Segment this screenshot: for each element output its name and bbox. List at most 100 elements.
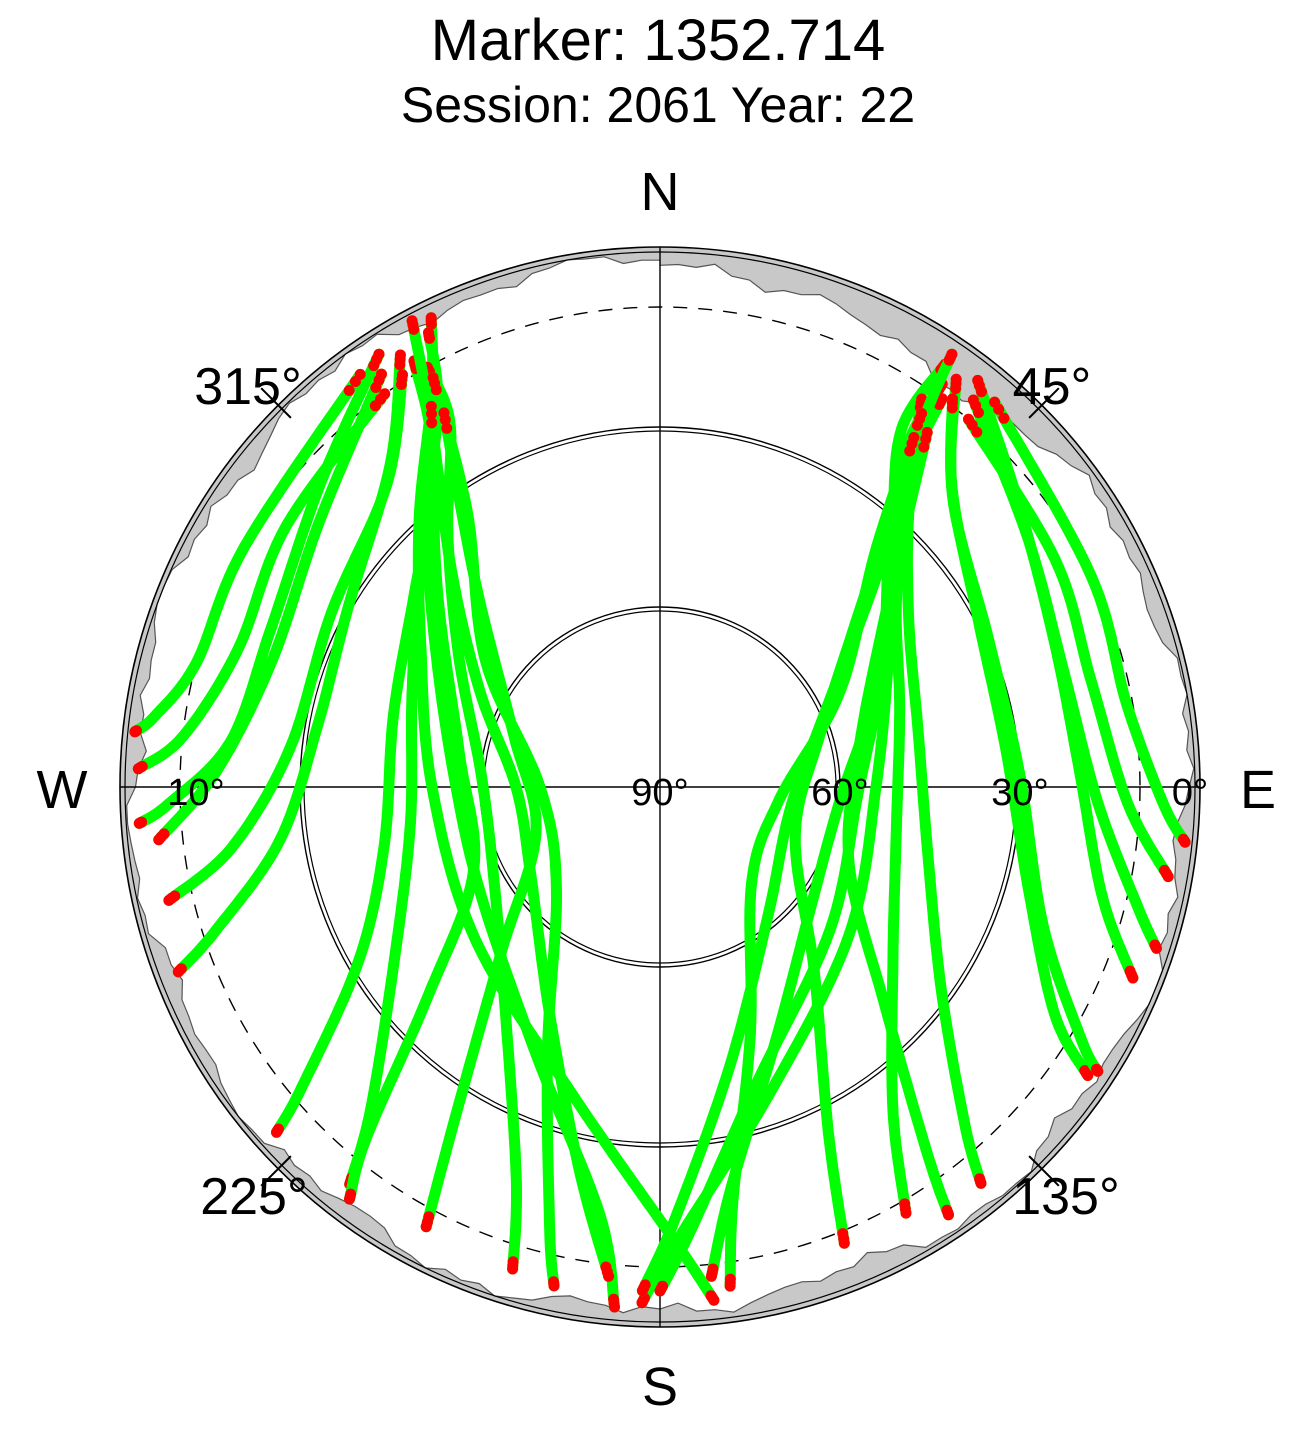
low-elevation-point — [950, 383, 962, 395]
track-line — [153, 368, 387, 846]
low-elevation-point — [425, 318, 437, 330]
satellite-track — [344, 400, 481, 1205]
satellite-track — [153, 368, 387, 846]
low-elevation-point — [507, 1263, 519, 1275]
azimuth-tick — [1028, 1155, 1060, 1187]
satellite-track — [163, 369, 408, 906]
low-elevation-point — [943, 1209, 954, 1221]
track-line — [789, 432, 920, 1249]
low-elevation-point — [973, 407, 984, 419]
compass-north: N — [641, 162, 680, 222]
azimuth-label: 315° — [194, 358, 302, 416]
low-elevation-point — [636, 1297, 648, 1309]
low-elevation-point — [548, 1280, 560, 1292]
track-line — [129, 368, 366, 738]
satellite-track — [129, 368, 366, 738]
track-line — [989, 396, 1191, 848]
low-elevation-point — [1082, 1070, 1094, 1081]
low-elevation-point — [946, 402, 958, 414]
low-elevation-point — [395, 379, 407, 390]
satellite-track — [789, 432, 920, 1249]
satellite-tracks — [129, 312, 1191, 1313]
azimuth-label: 45° — [1013, 358, 1092, 416]
low-elevation-point — [971, 426, 983, 438]
low-elevation-point — [344, 1193, 355, 1205]
satellite-track — [967, 394, 1162, 954]
low-elevation-point — [368, 360, 380, 372]
low-elevation-point — [369, 400, 381, 412]
compass-south: S — [642, 1357, 678, 1417]
elevation-label: 90° — [631, 772, 688, 814]
compass-west: W — [37, 760, 88, 820]
low-elevation-point — [609, 1301, 620, 1313]
azimuth-tick — [1028, 387, 1060, 419]
low-elevation-point — [705, 1270, 717, 1282]
track-line — [945, 393, 1104, 1077]
low-elevation-point — [603, 1270, 615, 1282]
track-line — [420, 407, 542, 1233]
low-elevation-point — [430, 384, 442, 396]
low-elevation-point — [271, 1126, 282, 1138]
low-elevation-point — [1092, 1065, 1104, 1077]
low-elevation-point — [838, 1237, 850, 1249]
low-elevation-point — [349, 376, 361, 387]
low-elevation-point — [408, 323, 420, 335]
track-line — [132, 388, 391, 775]
low-elevation-point — [153, 834, 165, 846]
azimuth-tick — [260, 1155, 292, 1187]
track-line — [967, 394, 1162, 954]
low-elevation-point — [900, 1207, 912, 1219]
low-elevation-point — [439, 414, 451, 426]
low-elevation-point — [1162, 871, 1174, 883]
low-elevation-point — [129, 726, 141, 738]
low-elevation-point — [943, 354, 955, 366]
low-elevation-point — [976, 386, 987, 398]
low-elevation-point — [441, 422, 453, 434]
low-elevation-point — [1179, 836, 1191, 848]
low-elevation-point — [918, 441, 930, 453]
low-elevation-point — [172, 966, 184, 978]
satellite-track — [420, 407, 542, 1233]
elevation-label: 30° — [991, 772, 1048, 814]
track-line — [963, 413, 1174, 883]
low-elevation-point — [911, 419, 923, 431]
axis-labels: N S W E 45° 135° 225° 315° 0° 10° 30° 60° 90° — [37, 162, 1277, 1417]
satellite-track — [842, 426, 954, 1221]
low-elevation-point — [904, 445, 916, 457]
satellite-track — [989, 396, 1191, 848]
track-line — [842, 426, 954, 1221]
low-elevation-point — [424, 332, 435, 344]
azimuth-label: 225° — [200, 1168, 308, 1226]
elevation-label: 60° — [811, 772, 868, 814]
track-line — [163, 369, 408, 906]
compass-east: E — [1240, 760, 1276, 820]
chart-title: Marker: 1352.714 — [431, 8, 886, 73]
low-elevation-point — [1127, 972, 1139, 984]
low-elevation-point — [133, 817, 145, 829]
low-elevation-point — [1151, 942, 1162, 954]
low-elevation-point — [426, 408, 437, 420]
track-line — [344, 400, 481, 1205]
azimuth-tick — [260, 387, 292, 419]
low-elevation-point — [370, 382, 382, 393]
low-elevation-point — [132, 763, 144, 775]
azimuth-label: 135° — [1012, 1168, 1120, 1226]
satellite-track — [963, 413, 1174, 883]
low-elevation-point — [993, 403, 1005, 415]
low-elevation-point — [163, 894, 175, 906]
satellite-track — [132, 388, 391, 775]
chart-subtitle: Session: 2061 Year: 22 — [401, 77, 915, 133]
low-elevation-point — [636, 1285, 648, 1297]
low-elevation-point — [975, 1177, 987, 1189]
low-elevation-point — [343, 385, 355, 396]
low-elevation-point — [654, 1285, 666, 1297]
elevation-label: 0° — [1172, 772, 1208, 814]
low-elevation-point — [708, 1294, 720, 1306]
low-elevation-point — [420, 1221, 432, 1233]
low-elevation-point — [724, 1280, 736, 1292]
satellite-track — [945, 393, 1104, 1077]
elevation-label: 10° — [167, 772, 224, 814]
low-elevation-point — [998, 412, 1010, 424]
low-elevation-point — [426, 417, 438, 429]
